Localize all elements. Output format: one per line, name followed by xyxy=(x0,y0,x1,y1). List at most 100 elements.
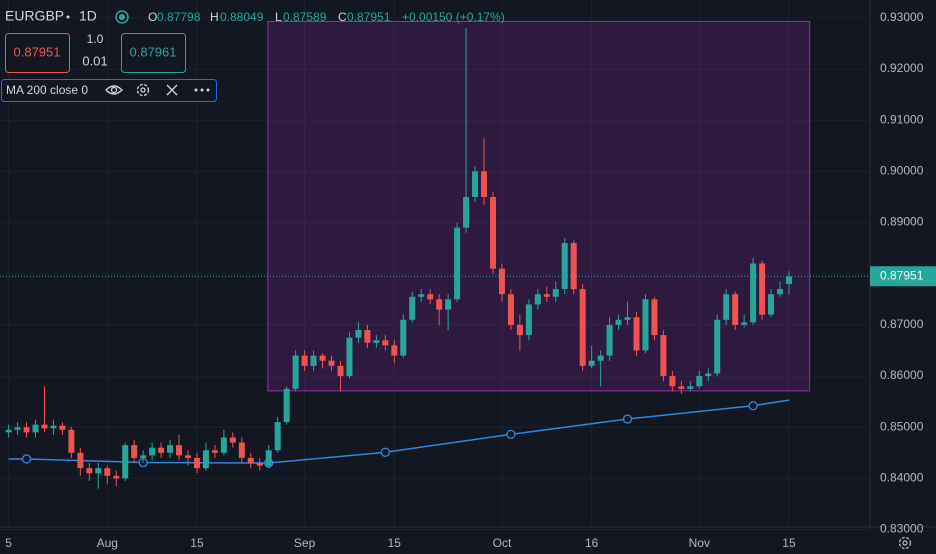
candle-body xyxy=(131,445,138,458)
buy-button[interactable] xyxy=(121,33,186,73)
dot xyxy=(200,88,204,92)
sell-price: 0.87951 xyxy=(14,44,61,59)
candle-body xyxy=(606,324,613,356)
y-tick-label: 0.89000 xyxy=(880,215,924,229)
candle-body xyxy=(732,294,739,325)
candle-body xyxy=(741,322,748,325)
candle-body xyxy=(714,319,721,374)
candle-body xyxy=(678,386,685,389)
interval[interactable]: 1D xyxy=(79,8,97,24)
indicator-legend xyxy=(1,79,217,102)
ohlc-prefix: C xyxy=(338,10,347,24)
candle-body xyxy=(167,445,174,453)
ohlc-value: 0.87798 xyxy=(157,10,201,24)
candle-body xyxy=(777,289,784,295)
candle-body xyxy=(95,468,102,474)
y-tick-label: 0.85000 xyxy=(880,419,924,433)
candle-body xyxy=(301,355,308,366)
candle-body xyxy=(310,355,317,366)
ohlc-prefix: H xyxy=(210,10,219,24)
y-tick-label: 0.90000 xyxy=(880,164,924,178)
candle-body xyxy=(498,268,505,295)
grid xyxy=(0,0,870,531)
candle-body xyxy=(400,319,407,356)
candle-body xyxy=(202,450,209,469)
candle-body xyxy=(176,445,183,456)
y-tick-label: 0.92000 xyxy=(880,61,924,75)
candle-body xyxy=(158,447,165,453)
candle-body xyxy=(687,386,694,389)
candle-body xyxy=(651,299,658,336)
candle-body xyxy=(543,294,550,297)
candle-body xyxy=(86,468,93,474)
candle-body xyxy=(328,360,335,366)
candle-body xyxy=(104,468,111,476)
ma-marker xyxy=(622,414,633,424)
y-tick-label: 0.91000 xyxy=(880,112,924,126)
candle-body xyxy=(785,276,792,285)
candle-body xyxy=(481,171,488,197)
candle-body xyxy=(122,445,129,479)
plot-area xyxy=(0,20,870,489)
candle-body xyxy=(50,425,57,429)
ma-marker xyxy=(506,429,516,440)
candle-body xyxy=(436,299,443,310)
status-dot-core xyxy=(119,14,125,20)
candle-body xyxy=(149,447,156,456)
candle-body xyxy=(570,243,577,290)
more-icon[interactable] xyxy=(194,88,210,92)
candle-body xyxy=(579,289,586,366)
remove-icon[interactable] xyxy=(166,84,178,96)
x-tick-label: 15 xyxy=(190,536,204,550)
ma-marker xyxy=(21,454,32,464)
candle-body xyxy=(391,345,398,356)
ma-marker xyxy=(380,447,390,457)
quantity[interactable]: 0.01 xyxy=(82,53,107,68)
y-tick-label: 0.87000 xyxy=(880,317,924,331)
candle-body xyxy=(418,294,425,297)
candle-body xyxy=(23,427,30,433)
eye-icon[interactable] xyxy=(105,85,123,95)
candle-body xyxy=(5,429,12,433)
candle-body xyxy=(220,437,227,453)
candle-body xyxy=(193,457,200,469)
ohlc-value: 0.88049 xyxy=(220,10,264,24)
candle-body xyxy=(41,424,48,429)
candle-body xyxy=(642,299,649,351)
candle-body xyxy=(113,475,120,479)
separator xyxy=(66,15,70,19)
candle-body xyxy=(265,450,272,466)
last-price-tag xyxy=(870,266,936,287)
candle-body xyxy=(696,376,703,387)
candle-body xyxy=(238,442,245,458)
qty-step: 1.0 xyxy=(87,32,104,46)
ohlc-value: 0.87951 xyxy=(347,10,391,24)
y-tick-label: 0.86000 xyxy=(880,368,924,382)
ohlc-prefix: O xyxy=(148,10,157,24)
candle-body xyxy=(247,457,254,464)
candle-body xyxy=(534,294,541,305)
candle-body xyxy=(759,263,766,315)
settings-icon[interactable] xyxy=(136,83,150,97)
candle-body xyxy=(633,317,640,351)
candle-body xyxy=(229,437,236,443)
gear-core xyxy=(902,540,908,546)
y-tick-label: 0.93000 xyxy=(880,10,924,24)
candle-body xyxy=(750,263,757,323)
candle-body xyxy=(337,365,344,377)
ohlc-value: 0.87589 xyxy=(283,10,327,24)
settings-core xyxy=(140,87,146,93)
candle-body xyxy=(597,355,604,361)
ohlc-prefix: L xyxy=(275,10,282,24)
candle-body xyxy=(256,463,263,466)
candle-body xyxy=(382,340,389,346)
candle-body xyxy=(624,317,631,320)
x-tick-label: 5 xyxy=(5,536,12,550)
settings-gear[interactable] xyxy=(898,536,912,550)
x-tick-label: Aug xyxy=(97,536,118,550)
candle-body xyxy=(68,429,75,453)
x-tick-label: Nov xyxy=(689,536,710,550)
x-tick-label: 15 xyxy=(388,536,402,550)
eye-pupil xyxy=(110,86,118,94)
sell-button[interactable] xyxy=(5,33,70,73)
